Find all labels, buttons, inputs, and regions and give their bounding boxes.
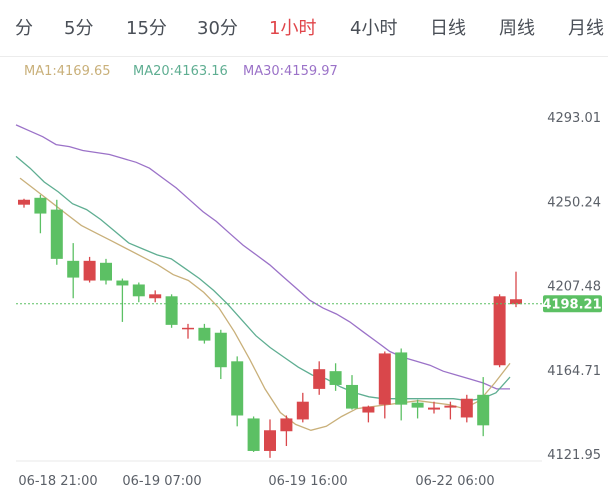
candle [214, 329, 227, 380]
tab-weekly[interactable]: 周线 [499, 18, 535, 39]
candle [264, 419, 276, 458]
current-price-tag [543, 295, 602, 313]
current-price-label: 4198.21 [542, 297, 601, 312]
ma20-label: MA20:4163.16 [133, 64, 228, 79]
candle [378, 351, 391, 419]
tab-5min[interactable]: 5分 [64, 18, 94, 39]
tab-30min[interactable]: 30分 [197, 18, 238, 39]
timeframe-tabs: 分 5分 15分 30分 1小时 4小时 日线 周线 月线 [0, 0, 608, 56]
tab-1hour[interactable]: 1小时 [269, 18, 317, 39]
x-tick-label: 06-19 16:00 [268, 474, 347, 489]
candle [510, 271, 522, 308]
y-tick-label: 4207.48 [547, 280, 601, 295]
candle [477, 377, 490, 437]
candle [444, 401, 457, 420]
ma30-label: MA30:4159.97 [243, 64, 338, 79]
tab-15min[interactable]: 15分 [126, 18, 167, 39]
candle [280, 415, 293, 447]
candle [18, 198, 30, 208]
x-tick-label: 06-19 07:00 [122, 474, 201, 489]
candle [34, 194, 47, 234]
tab-monthly[interactable]: 月线 [568, 18, 604, 39]
candle [247, 416, 260, 452]
candle [67, 243, 80, 299]
y-tick-label: 4121.95 [547, 448, 601, 463]
y-tick-label: 4293.01 [547, 111, 601, 126]
candle [411, 399, 424, 419]
candle [346, 375, 358, 410]
candle [83, 256, 96, 283]
candle [231, 356, 244, 427]
candle [116, 278, 129, 322]
ma30-line [15, 124, 510, 390]
candle [165, 294, 178, 328]
tab-1min[interactable]: 分 [15, 18, 33, 39]
ma1-line [19, 177, 511, 431]
candle [329, 363, 342, 391]
candle [313, 361, 326, 395]
tab-divider [0, 56, 608, 57]
x-tick-label: 06-22 06:00 [415, 474, 494, 489]
candle [428, 401, 440, 414]
tab-daily[interactable]: 日线 [430, 18, 466, 39]
candle [198, 323, 211, 344]
candle [132, 282, 145, 303]
candle [182, 323, 194, 339]
tab-4hour[interactable]: 4小时 [350, 18, 398, 39]
candle [362, 405, 375, 423]
candle [493, 294, 506, 368]
y-tick-label: 4250.24 [547, 195, 601, 210]
y-tick-label: 4164.71 [547, 364, 601, 379]
candle [50, 199, 63, 265]
candle [296, 392, 309, 423]
x-tick-label: 06-18 21:00 [18, 474, 97, 489]
candle [460, 394, 473, 423]
candle [149, 290, 162, 303]
ma1-label: MA1:4169.65 [24, 64, 111, 79]
candle [100, 258, 112, 285]
ma20-line [15, 155, 511, 402]
candle [395, 348, 408, 421]
